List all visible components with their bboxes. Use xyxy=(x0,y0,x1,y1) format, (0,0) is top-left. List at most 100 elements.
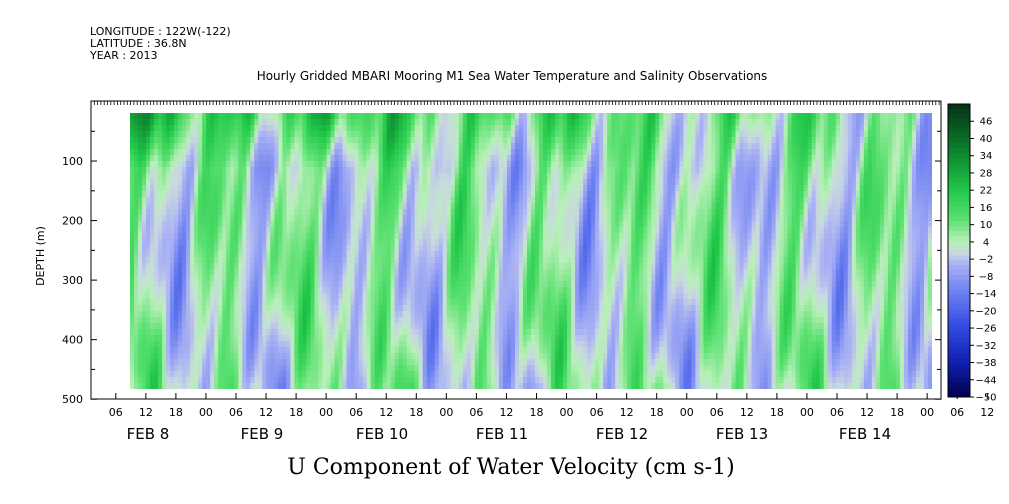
plot-frame xyxy=(90,100,942,400)
colorbar-segment xyxy=(948,211,970,217)
x-hour-label: 18 xyxy=(890,406,904,419)
colorbar-segment xyxy=(948,172,970,178)
x-hour-label: 06 xyxy=(469,406,483,419)
x-hour-label: 12 xyxy=(860,406,874,419)
x-day-label: FEB 11 xyxy=(476,425,528,443)
x-hour-label: 18 xyxy=(409,406,423,419)
colorbar-tick-label: −26 xyxy=(975,324,996,335)
colorbar-segment xyxy=(948,191,970,198)
chart-title: Hourly Gridded MBARI Mooring M1 Sea Wate… xyxy=(257,69,768,83)
colorbar-segment xyxy=(948,387,970,393)
colorbar-segment xyxy=(948,255,970,261)
year-text: YEAR : 2013 xyxy=(89,49,158,62)
y-tick-label: 100 xyxy=(62,155,83,168)
x-hour-label: 18 xyxy=(650,406,664,419)
colorbar-segment xyxy=(948,294,970,300)
colorbar-segment xyxy=(948,128,970,134)
x-hour-label: 00 xyxy=(680,406,694,419)
colorbar-segment xyxy=(948,289,970,295)
x-hour-label: 12 xyxy=(980,406,994,419)
y-tick-label: 300 xyxy=(62,274,83,287)
colorbar-segment xyxy=(948,235,970,242)
colorbar-segment xyxy=(948,118,970,125)
colorbar-segment xyxy=(948,177,970,183)
x-day-label: FEB 8 xyxy=(127,425,170,443)
longitude-text: LONGITUDE : 122W(-122) xyxy=(90,25,231,38)
colorbar-segment xyxy=(948,113,970,120)
x-hour-label: 12 xyxy=(740,406,754,419)
colorbar-segment xyxy=(948,299,970,305)
colorbar-tick-label: 40 xyxy=(980,134,993,145)
colorbar-tick-label: 10 xyxy=(980,220,993,231)
x-hour-label: 06 xyxy=(349,406,363,419)
y-tick-label: 200 xyxy=(62,215,83,228)
colorbar-tick-label: −8 xyxy=(979,272,994,283)
colorbar-segment xyxy=(948,323,970,330)
colorbar-segment xyxy=(948,284,970,291)
heatmap-field xyxy=(130,113,932,389)
y-axis: 100 200 300 400 500 xyxy=(62,130,941,406)
colorbar-segment xyxy=(948,392,970,398)
colorbar-segment xyxy=(948,245,970,251)
colorbar-segment xyxy=(948,167,970,173)
latitude-text: LATITUDE : 36.8N xyxy=(90,37,187,50)
colorbar-segment xyxy=(948,201,970,208)
colorbar-tick-label: 34 xyxy=(980,151,993,162)
colorbar-segment xyxy=(948,157,970,164)
colorbar-segment xyxy=(948,138,970,144)
colorbar-segment xyxy=(948,333,970,339)
colorbar-tick-label: −20 xyxy=(975,306,996,317)
x-hour-label: 06 xyxy=(830,406,844,419)
x-hour-label: 00 xyxy=(920,406,934,419)
x-hour-label: 18 xyxy=(770,406,784,419)
colorbar-tick-label: 16 xyxy=(980,203,993,214)
colorbar-segment xyxy=(948,357,970,364)
x-hour-label: 06 xyxy=(229,406,243,419)
x-hour-label: 12 xyxy=(259,406,273,419)
x-hour-label: 00 xyxy=(319,406,333,419)
colorbar-segment xyxy=(948,152,970,159)
x-hour-label: 06 xyxy=(950,406,964,419)
colorbar-segment xyxy=(948,250,970,256)
colorbar-segment xyxy=(948,362,970,369)
colorbar-segment xyxy=(948,309,970,315)
colorbar-segment xyxy=(948,382,970,388)
colorbar-segment xyxy=(948,343,970,349)
colorbar-segment xyxy=(948,377,970,383)
x-hour-label: 12 xyxy=(379,406,393,419)
colorbar-segment xyxy=(948,182,970,188)
colorbar-segment xyxy=(948,104,970,110)
colorbar-segment xyxy=(948,108,970,115)
colorbar-segment xyxy=(948,265,970,271)
colorbar-segment xyxy=(948,304,970,310)
x-hour-label: 18 xyxy=(289,406,303,419)
x-hour-label: 12 xyxy=(499,406,513,419)
colorbar-tick-label: 28 xyxy=(980,168,993,179)
x-hour-label: 06 xyxy=(109,406,123,419)
colorbar-segment xyxy=(948,372,970,378)
colorbar-segment xyxy=(948,348,970,354)
x-hour-label: 12 xyxy=(139,406,153,419)
x-day-label: FEB 9 xyxy=(241,425,284,443)
x-day-label: FEB 14 xyxy=(839,425,891,443)
colorbar-tick-label: 4 xyxy=(983,237,989,248)
colorbar-segment xyxy=(948,260,970,266)
colorbar-segment xyxy=(948,270,970,276)
y-axis-label: DEPTH (m) xyxy=(34,226,47,286)
colorbar-segment xyxy=(948,206,970,212)
colorbar-segment xyxy=(948,353,970,359)
x-hour-label: 18 xyxy=(530,406,544,419)
colorbar-segment xyxy=(948,230,970,237)
x-hour-label: 00 xyxy=(439,406,453,419)
colorbar-segment xyxy=(948,328,970,335)
x-hour-label: 18 xyxy=(169,406,183,419)
colorbar-segment xyxy=(948,162,970,168)
x-hour-label: 06 xyxy=(590,406,604,419)
x-axis: 06 12 18 00 06 12 18 00 06 12 18 00 06 12 18 00 06 12 18 00… xyxy=(109,393,994,443)
colorbar-tick-label: −38 xyxy=(975,358,996,369)
x-hour-label: 00 xyxy=(800,406,814,419)
colorbar-tick-label: 46 xyxy=(980,117,993,128)
colorbar: 46 40 34 28 22 16 10 4 −2 −8 −14 −20 −26 −32 −38 −44 −50 xyxy=(947,103,997,404)
colorbar-segment xyxy=(948,313,970,320)
